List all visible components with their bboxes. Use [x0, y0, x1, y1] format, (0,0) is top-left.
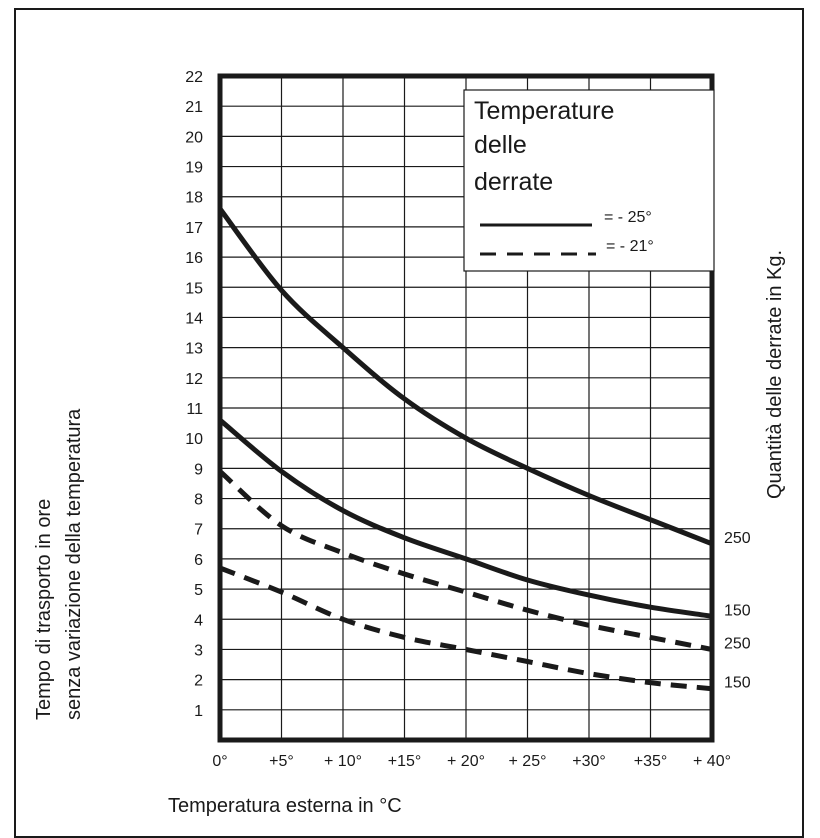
x-tick-label: +35° — [634, 753, 668, 770]
legend-title-line-1: Temperature — [474, 97, 614, 125]
x-tick-labels: 0° +5° + 10° +15° + 20° + 25° +30° +35° + 40° — [212, 753, 731, 770]
x-tick-label: +30° — [572, 753, 606, 770]
x-axis-title: Temperatura esterna in °C — [168, 795, 402, 817]
legend-title-line-3: derrate — [474, 168, 553, 196]
y-tick-label: 18 — [185, 190, 203, 207]
y-tick-label: 19 — [185, 160, 203, 177]
series-end-label: 250 — [724, 530, 751, 547]
x-tick-label: + 40° — [693, 753, 731, 770]
series-end-label: 150 — [724, 602, 751, 619]
y-tick-label: 12 — [185, 371, 203, 388]
y-tick-label: 6 — [194, 552, 203, 569]
x-tick-label: + 25° — [509, 753, 547, 770]
y-tick-label: 13 — [185, 341, 203, 358]
y-tick-label: 22 — [185, 69, 203, 86]
y-tick-label: 5 — [194, 582, 203, 599]
series-end-labels: 250 150 250 150 — [724, 530, 751, 692]
x-tick-label: + 20° — [447, 753, 485, 770]
y-tick-label: 21 — [185, 99, 203, 116]
series-line-2 — [218, 418, 713, 619]
y-tick-label: 4 — [194, 612, 203, 629]
y-tick-label: 11 — [186, 401, 203, 418]
y-tick-label: 17 — [185, 220, 203, 237]
y-tick-label: 7 — [194, 522, 203, 539]
plot-area-border — [217, 73, 715, 743]
y-tick-label: 10 — [185, 431, 203, 448]
grid-lines — [220, 76, 712, 740]
y-tick-label: 20 — [185, 129, 203, 146]
series-line-1 — [218, 207, 713, 547]
y-tick-label: 15 — [185, 280, 203, 297]
y-tick-label: 2 — [194, 673, 203, 690]
y-tick-label: 3 — [194, 642, 203, 659]
series-line-4 — [219, 565, 713, 692]
y-tick-label: 1 — [194, 703, 203, 720]
y-tick-label: 16 — [185, 250, 203, 267]
y-axis-title-line-2: senza variazione della temperatura — [63, 408, 85, 720]
y-tick-label: 14 — [185, 310, 203, 327]
legend-solid-label: = - 25° — [604, 209, 652, 226]
legend-title-line-2: delle — [474, 131, 527, 159]
series-line-3 — [218, 469, 713, 652]
series-end-label: 250 — [724, 635, 751, 652]
y-tick-label: 8 — [194, 492, 203, 509]
x-tick-label: 0° — [212, 753, 227, 770]
legend: Temperature delle derrate = - 25° = - 21… — [474, 97, 654, 256]
x-tick-label: +15° — [388, 753, 422, 770]
x-tick-label: + 10° — [324, 753, 362, 770]
legend-dashed-label: = - 21° — [606, 238, 654, 255]
y-tick-label: 9 — [194, 461, 203, 478]
x-tick-label: +5° — [269, 753, 294, 770]
series-end-label: 150 — [724, 675, 751, 692]
legend-box — [463, 89, 715, 272]
y-axis-title-line-1: Tempo di trasporto in ore — [33, 499, 55, 720]
series-curves — [218, 207, 713, 692]
right-axis-title: Quantità delle derrate in Kg. — [764, 250, 786, 499]
